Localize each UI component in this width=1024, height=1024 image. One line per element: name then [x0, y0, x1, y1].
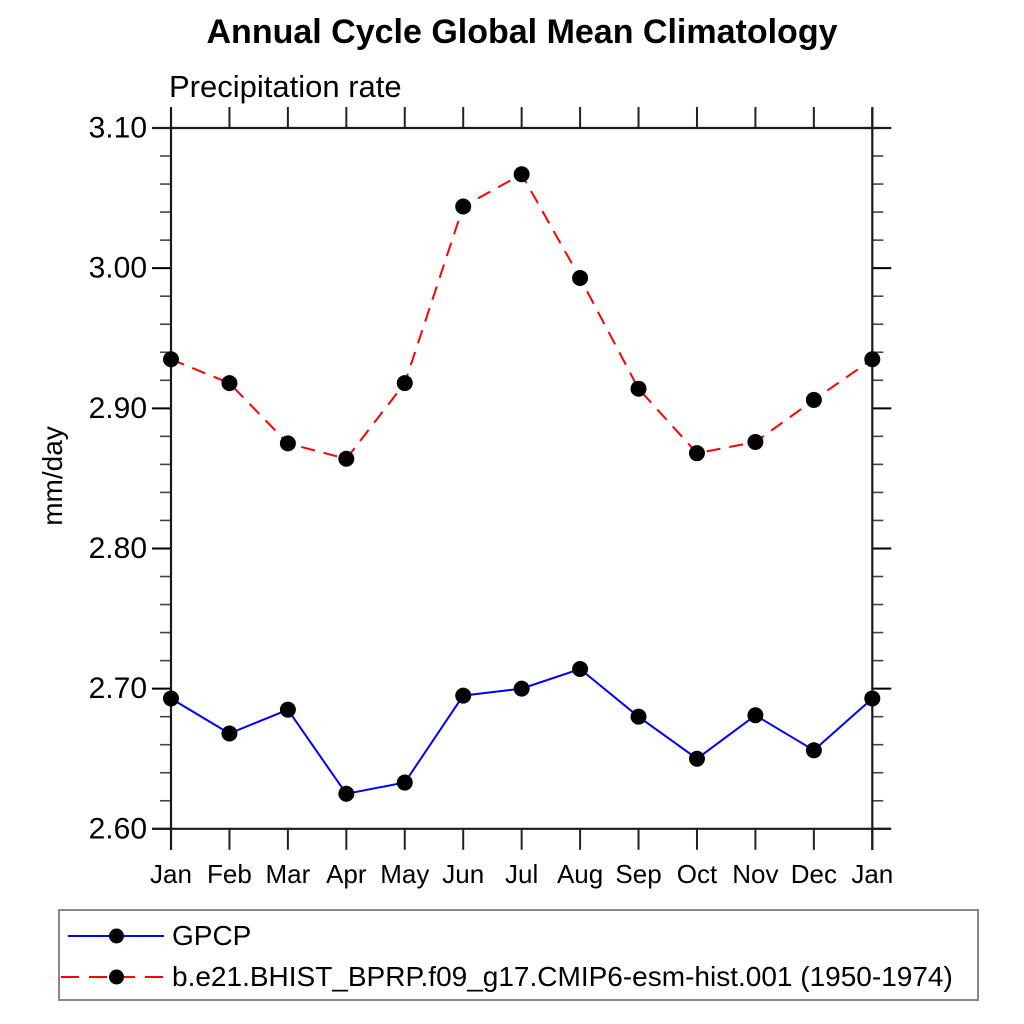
data-point	[455, 687, 472, 704]
data-point	[630, 708, 647, 725]
data-point	[221, 375, 238, 392]
data-point	[747, 707, 764, 724]
data-point	[279, 701, 296, 718]
data-point	[747, 433, 764, 450]
x-tick-label: Oct	[677, 859, 718, 889]
legend: GPCP b.e21.BHIST_BPRP.f09_g17.CMIP6-esm-h…	[58, 909, 979, 1001]
data-point	[688, 750, 705, 767]
chart-subtitle: Precipitation rate	[169, 69, 402, 104]
legend-line-sample	[61, 969, 164, 985]
x-tick-label: Jun	[442, 859, 484, 889]
data-point	[396, 774, 413, 791]
x-tick-label: Aug	[557, 859, 603, 889]
legend-label: b.e21.BHIST_BPRP.f09_g17.CMIP6-esm-hist.…	[172, 961, 953, 992]
x-tick-label: Jan	[150, 859, 192, 889]
data-point	[338, 785, 355, 802]
data-point	[513, 680, 530, 697]
y-tick-label: 3.10	[89, 112, 147, 145]
legend-item-model: b.e21.BHIST_BPRP.f09_g17.CMIP6-esm-hist.…	[60, 961, 953, 993]
y-tick-label: 2.80	[89, 532, 147, 565]
data-point	[163, 351, 179, 368]
data-point	[805, 742, 822, 759]
x-tick-label: Jul	[505, 859, 538, 889]
x-tick-label: Feb	[207, 859, 252, 889]
legend-line-sample	[68, 928, 164, 944]
y-tick-label: 2.70	[89, 672, 147, 705]
y-tick-label: 3.00	[89, 252, 147, 285]
data-point	[513, 166, 530, 183]
data-point	[338, 450, 355, 467]
chart-title: Annual Cycle Global Mean Climatology	[206, 13, 838, 51]
data-point	[630, 380, 647, 397]
data-point	[864, 351, 881, 368]
legend-marker	[109, 928, 124, 944]
x-tick-label: Apr	[326, 859, 367, 889]
x-tick-label: Mar	[265, 859, 310, 889]
data-point	[396, 375, 413, 392]
data-point	[221, 725, 238, 742]
x-tick-label: Sep	[615, 859, 661, 889]
y-tick-label: 2.60	[89, 812, 147, 845]
data-point	[572, 269, 589, 286]
data-point	[805, 391, 822, 408]
series-line-model	[170, 172, 873, 460]
x-tick-label: Jan	[851, 859, 893, 889]
data-point	[572, 661, 589, 678]
legend-marker	[109, 969, 124, 985]
x-tick-label: Nov	[732, 859, 778, 889]
data-point	[864, 690, 881, 707]
data-point	[163, 690, 179, 707]
y-tick-label: 2.90	[89, 392, 147, 425]
data-point	[688, 445, 705, 462]
data-point	[279, 435, 296, 452]
x-tick-label: May	[380, 859, 429, 889]
x-tick-label: Dec	[791, 859, 837, 889]
legend-item-gpcp: GPCP	[60, 920, 251, 952]
data-point	[455, 198, 472, 215]
legend-label: GPCP	[172, 920, 252, 951]
